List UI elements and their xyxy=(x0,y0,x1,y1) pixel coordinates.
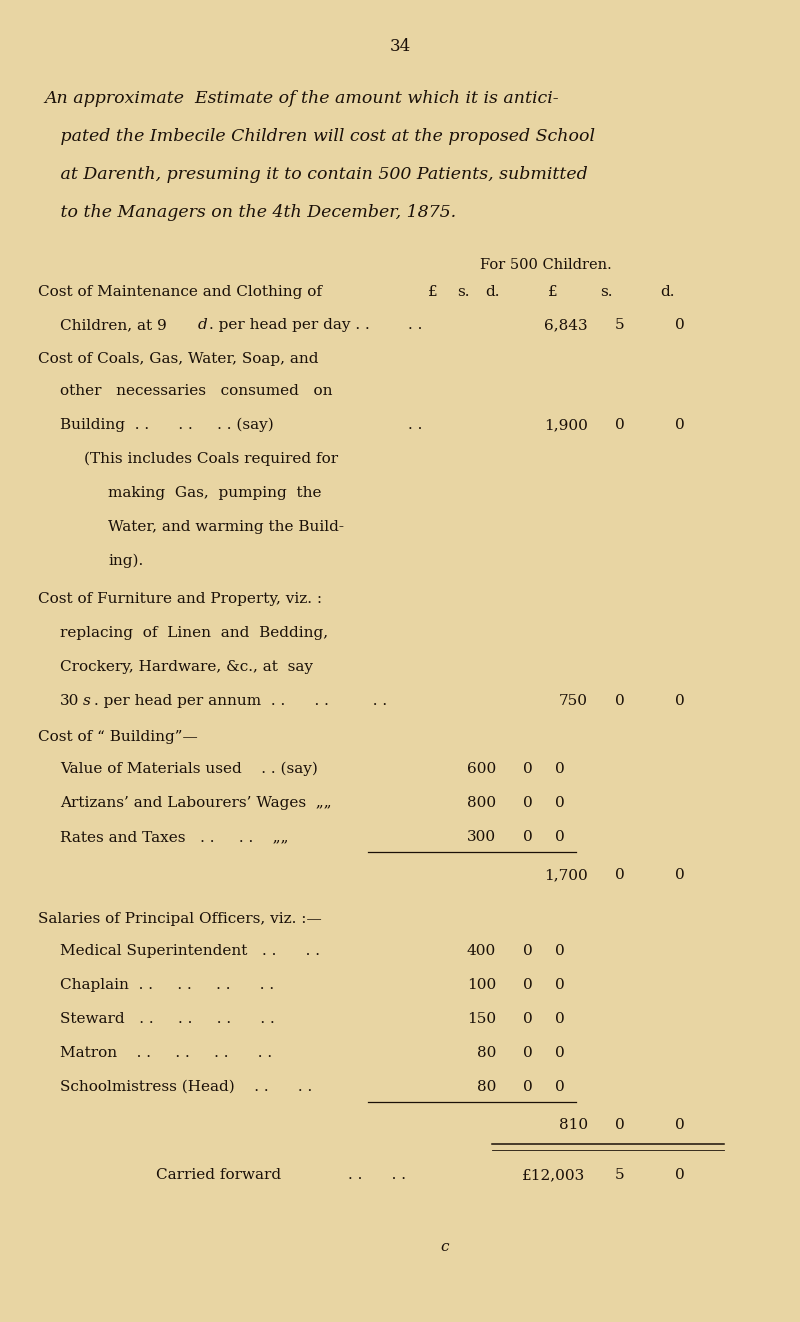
Text: Schoolmistress (Head)    . .      . .: Schoolmistress (Head) . . . . xyxy=(60,1080,312,1095)
Text: s: s xyxy=(83,694,91,709)
Text: Water, and warming the Build-: Water, and warming the Build- xyxy=(108,520,344,534)
Text: Children, at 9: Children, at 9 xyxy=(60,319,166,332)
Text: ing).: ing). xyxy=(108,554,143,568)
Text: For 500 Children.: For 500 Children. xyxy=(480,258,612,272)
Text: 34: 34 xyxy=(390,38,410,56)
Text: 0: 0 xyxy=(523,944,533,958)
Text: d.: d. xyxy=(660,286,674,299)
Text: d.: d. xyxy=(486,286,500,299)
Text: Value of Materials used    . . (say): Value of Materials used . . (say) xyxy=(60,761,318,776)
Text: 80: 80 xyxy=(477,1080,496,1095)
Text: pated the Imbecile Children will cost at the proposed School: pated the Imbecile Children will cost at… xyxy=(44,128,595,145)
Text: . .: . . xyxy=(408,418,422,432)
Text: 0: 0 xyxy=(615,694,625,709)
Text: 0: 0 xyxy=(675,869,685,882)
Text: replacing  of  Linen  and  Bedding,: replacing of Linen and Bedding, xyxy=(60,627,328,640)
Text: 1,900: 1,900 xyxy=(544,418,588,432)
Text: 0: 0 xyxy=(523,1046,533,1060)
Text: s.: s. xyxy=(600,286,613,299)
Text: Chaplain  . .     . .     . .      . .: Chaplain . . . . . . . . xyxy=(60,978,274,992)
Text: Medical Superintendent   . .      . .: Medical Superintendent . . . . xyxy=(60,944,320,958)
Text: 0: 0 xyxy=(523,761,533,776)
Text: 750: 750 xyxy=(559,694,588,709)
Text: 0: 0 xyxy=(675,418,685,432)
Text: 600: 600 xyxy=(466,761,496,776)
Text: Matron    . .     . .     . .      . .: Matron . . . . . . . . xyxy=(60,1046,272,1060)
Text: 400: 400 xyxy=(466,944,496,958)
Text: 0: 0 xyxy=(523,978,533,992)
Text: s.: s. xyxy=(458,286,470,299)
Text: 30: 30 xyxy=(60,694,79,709)
Text: 810: 810 xyxy=(559,1118,588,1132)
Text: other   necessaries   consumed   on: other necessaries consumed on xyxy=(60,383,333,398)
Text: 0: 0 xyxy=(555,944,565,958)
Text: 0: 0 xyxy=(555,796,565,810)
Text: 0: 0 xyxy=(675,694,685,709)
Text: 0: 0 xyxy=(615,1118,625,1132)
Text: 1,700: 1,700 xyxy=(544,869,588,882)
Text: 0: 0 xyxy=(555,830,565,843)
Text: 0: 0 xyxy=(615,418,625,432)
Text: 5: 5 xyxy=(615,1169,625,1182)
Text: 0: 0 xyxy=(555,978,565,992)
Text: 5: 5 xyxy=(615,319,625,332)
Text: . per head per day . .: . per head per day . . xyxy=(209,319,370,332)
Text: 0: 0 xyxy=(675,1118,685,1132)
Text: making  Gas,  pumping  the: making Gas, pumping the xyxy=(108,486,322,500)
Text: Carried forward: Carried forward xyxy=(156,1169,281,1182)
Text: 150: 150 xyxy=(467,1013,496,1026)
Text: 800: 800 xyxy=(467,796,496,810)
Text: 0: 0 xyxy=(675,319,685,332)
Text: . .: . . xyxy=(408,319,422,332)
Text: . per head per annum  . .      . .         . .: . per head per annum . . . . . . xyxy=(94,694,387,709)
Text: £12,003: £12,003 xyxy=(522,1169,586,1182)
Text: Artizans’ and Labourers’ Wages  „„: Artizans’ and Labourers’ Wages „„ xyxy=(60,796,332,810)
Text: Cost of Maintenance and Clothing of: Cost of Maintenance and Clothing of xyxy=(38,286,322,299)
Text: Building  . .      . .     . . (say): Building . . . . . . (say) xyxy=(60,418,274,432)
Text: Rates and Taxes   . .     . .    „„: Rates and Taxes . . . . „„ xyxy=(60,830,289,843)
Text: (This includes Coals required for: (This includes Coals required for xyxy=(84,452,338,467)
Text: Cost of Coals, Gas, Water, Soap, and: Cost of Coals, Gas, Water, Soap, and xyxy=(38,352,318,366)
Text: 0: 0 xyxy=(555,1046,565,1060)
Text: Salaries of Principal Officers, viz. :—: Salaries of Principal Officers, viz. :— xyxy=(38,912,322,925)
Text: d: d xyxy=(198,319,207,332)
Text: 80: 80 xyxy=(477,1046,496,1060)
Text: 0: 0 xyxy=(523,830,533,843)
Text: 300: 300 xyxy=(467,830,496,843)
Text: Steward   . .     . .     . .      . .: Steward . . . . . . . . xyxy=(60,1013,274,1026)
Text: Crockery, Hardware, &c., at  say: Crockery, Hardware, &c., at say xyxy=(60,660,313,674)
Text: 100: 100 xyxy=(466,978,496,992)
Text: at Darenth, presuming it to contain 500 Patients, submitted: at Darenth, presuming it to contain 500 … xyxy=(44,167,588,182)
Text: c: c xyxy=(440,1240,449,1255)
Text: £: £ xyxy=(548,286,558,299)
Text: 0: 0 xyxy=(523,1080,533,1095)
Text: . .      . .: . . . . xyxy=(348,1169,406,1182)
Text: An approximate  Estimate of the amount which it is antici-: An approximate Estimate of the amount wh… xyxy=(44,90,558,107)
Text: to the Managers on the 4th December, 1875.: to the Managers on the 4th December, 187… xyxy=(44,204,456,221)
Text: 0: 0 xyxy=(675,1169,685,1182)
Text: 0: 0 xyxy=(523,796,533,810)
Text: Cost of “ Building”—: Cost of “ Building”— xyxy=(38,730,198,744)
Text: Cost of Furniture and Property, viz. :: Cost of Furniture and Property, viz. : xyxy=(38,592,322,605)
Text: 0: 0 xyxy=(615,869,625,882)
Text: 6,843: 6,843 xyxy=(544,319,588,332)
Text: 0: 0 xyxy=(555,1013,565,1026)
Text: 0: 0 xyxy=(523,1013,533,1026)
Text: 0: 0 xyxy=(555,1080,565,1095)
Text: £: £ xyxy=(428,286,438,299)
Text: 0: 0 xyxy=(555,761,565,776)
